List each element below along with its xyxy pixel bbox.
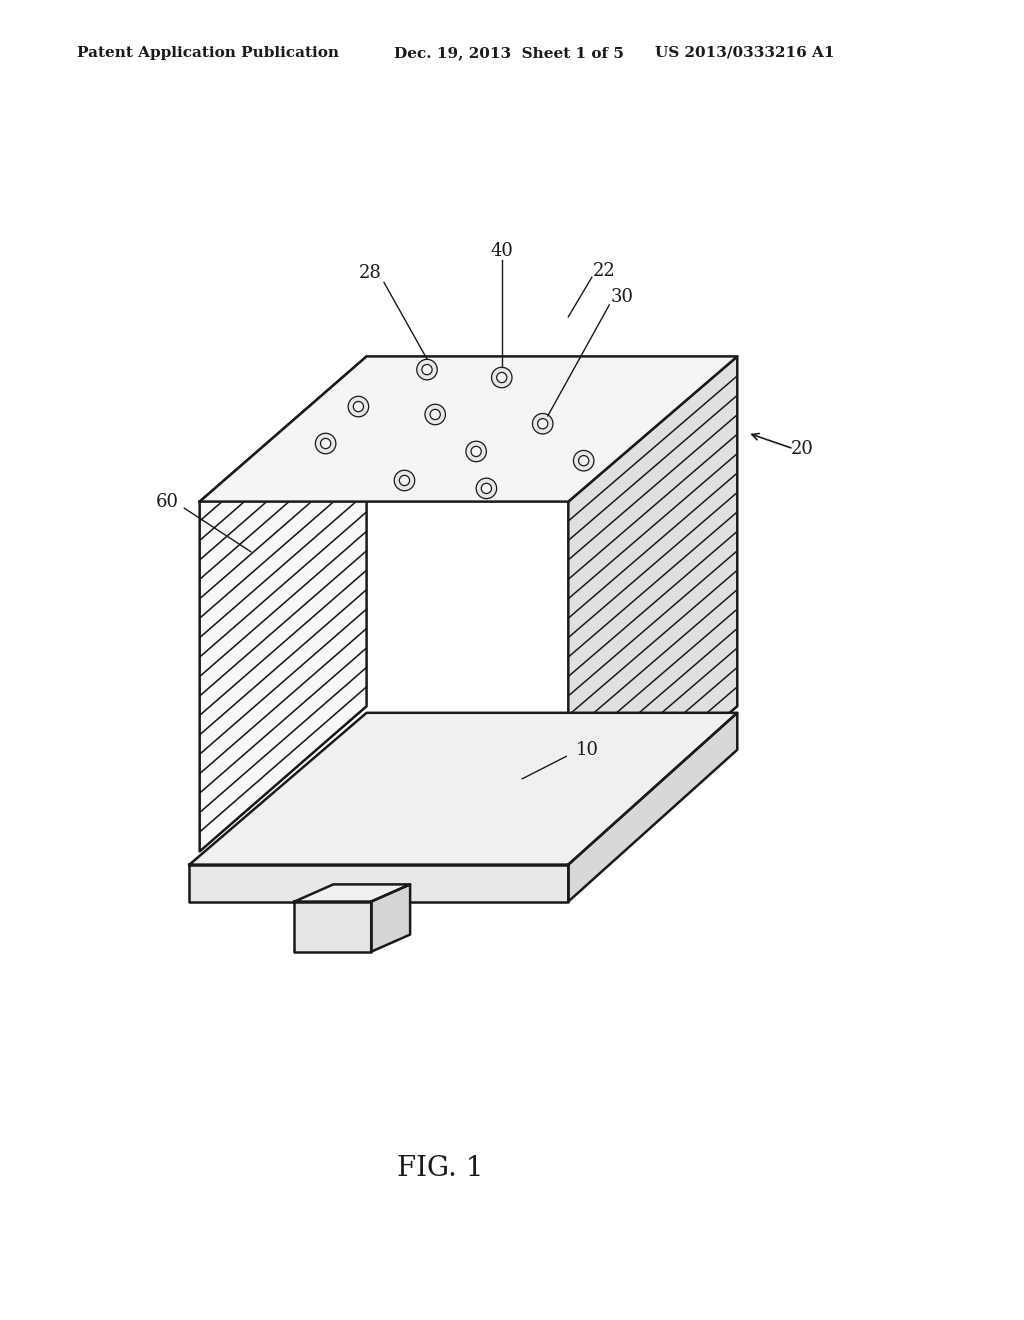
Text: 22: 22 [593, 261, 615, 280]
Circle shape [417, 359, 437, 380]
Circle shape [579, 455, 589, 466]
Circle shape [497, 372, 507, 383]
Polygon shape [189, 713, 737, 865]
Text: 60: 60 [156, 492, 178, 511]
Circle shape [425, 404, 445, 425]
Text: 20: 20 [791, 440, 813, 458]
Text: 40: 40 [490, 242, 513, 260]
Circle shape [430, 409, 440, 420]
Polygon shape [568, 713, 737, 902]
Circle shape [394, 470, 415, 491]
Polygon shape [200, 356, 737, 502]
Circle shape [348, 396, 369, 417]
Polygon shape [371, 884, 410, 952]
Circle shape [422, 364, 432, 375]
Polygon shape [568, 356, 737, 851]
Text: Dec. 19, 2013  Sheet 1 of 5: Dec. 19, 2013 Sheet 1 of 5 [394, 46, 624, 59]
Polygon shape [295, 902, 371, 952]
Circle shape [315, 433, 336, 454]
Circle shape [476, 478, 497, 499]
Circle shape [471, 446, 481, 457]
Circle shape [532, 413, 553, 434]
Circle shape [353, 401, 364, 412]
Text: 10: 10 [575, 741, 598, 759]
Text: 28: 28 [359, 264, 382, 282]
Text: Patent Application Publication: Patent Application Publication [77, 46, 339, 59]
Polygon shape [295, 884, 410, 902]
Circle shape [399, 475, 410, 486]
Circle shape [492, 367, 512, 388]
Text: 30: 30 [611, 288, 634, 306]
Text: FIG. 1: FIG. 1 [397, 1155, 483, 1181]
Circle shape [466, 441, 486, 462]
Text: US 2013/0333216 A1: US 2013/0333216 A1 [655, 46, 835, 59]
Circle shape [538, 418, 548, 429]
Polygon shape [200, 356, 367, 851]
Polygon shape [189, 865, 568, 902]
Circle shape [573, 450, 594, 471]
Circle shape [481, 483, 492, 494]
Circle shape [321, 438, 331, 449]
